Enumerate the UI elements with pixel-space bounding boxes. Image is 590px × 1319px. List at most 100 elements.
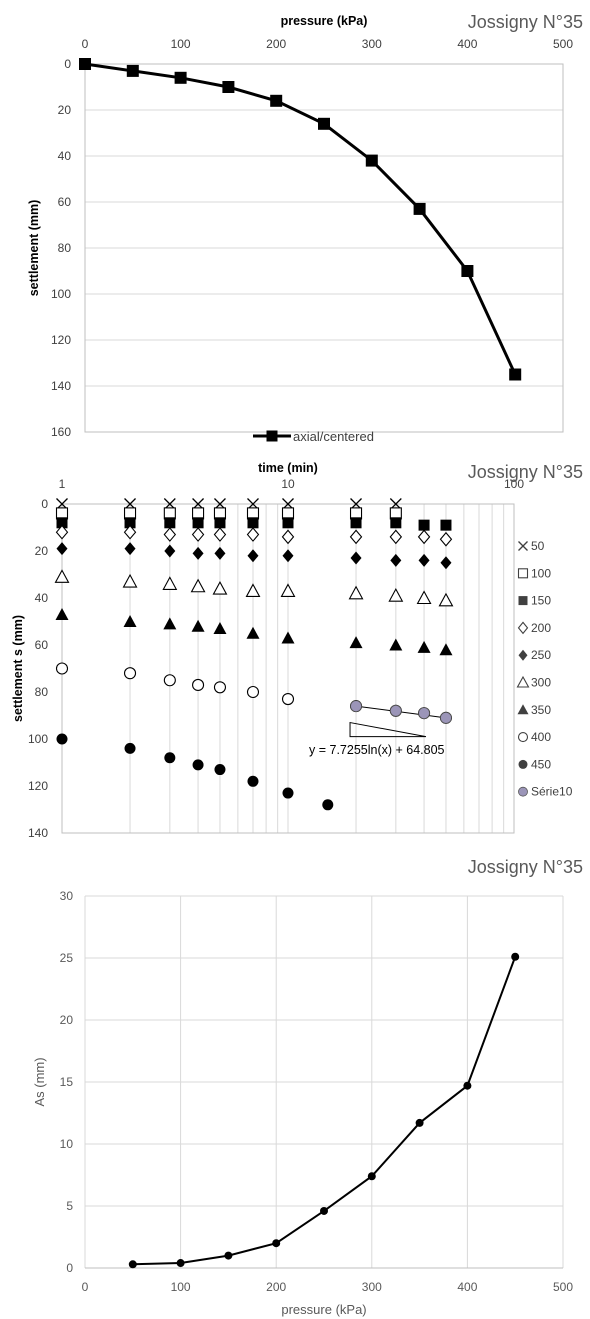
data-point bbox=[349, 636, 363, 649]
legend-marker bbox=[518, 786, 528, 797]
data-point bbox=[390, 553, 402, 567]
data-point bbox=[214, 764, 226, 776]
x-tick-label: 300 bbox=[362, 37, 382, 51]
series-line bbox=[84, 62, 517, 376]
data-point bbox=[192, 678, 205, 691]
data-point bbox=[440, 711, 452, 724]
y-tick-label: 20 bbox=[35, 544, 49, 558]
x-tick-label: 100 bbox=[171, 37, 191, 51]
y-tick-label: 0 bbox=[41, 497, 48, 511]
data-point bbox=[124, 742, 136, 754]
data-point bbox=[123, 667, 137, 680]
y-tick-label: 0 bbox=[66, 1261, 73, 1275]
data-point bbox=[389, 507, 402, 520]
data-point bbox=[440, 556, 452, 570]
data-point bbox=[224, 1251, 233, 1260]
data-point bbox=[418, 519, 430, 531]
data-point bbox=[282, 787, 294, 799]
chart-title: Jossigny N°35 bbox=[468, 12, 583, 32]
chart-title: Jossigny N°35 bbox=[468, 462, 583, 482]
data-point bbox=[247, 517, 259, 529]
data-point bbox=[56, 517, 68, 529]
data-point bbox=[126, 64, 139, 77]
legend-marker bbox=[266, 430, 278, 442]
x-tick-label: 100 bbox=[171, 1280, 191, 1294]
data-point bbox=[365, 154, 378, 167]
data-point bbox=[388, 587, 404, 602]
x-tick-label: 100 bbox=[504, 477, 524, 491]
data-point bbox=[123, 524, 137, 540]
data-point bbox=[282, 517, 294, 529]
data-point bbox=[367, 1172, 376, 1181]
data-point bbox=[123, 615, 137, 627]
chart-title: Jossigny N°35 bbox=[468, 857, 583, 877]
data-point bbox=[212, 580, 228, 595]
pressure-as-chart: 0 100 200 300 400 500 0 5 10 15 20 25 30 pressure (kP… bbox=[32, 857, 583, 1317]
legend-label: 450 bbox=[531, 757, 551, 771]
data-point bbox=[214, 546, 226, 560]
legend-label: 350 bbox=[531, 703, 551, 717]
legend-marker bbox=[517, 568, 529, 579]
data-point bbox=[350, 551, 362, 565]
y-tick-label: 140 bbox=[51, 379, 71, 393]
slope-triangle bbox=[349, 721, 427, 738]
x-tick-label: 400 bbox=[457, 1280, 477, 1294]
data-point bbox=[55, 662, 69, 675]
data-point bbox=[124, 517, 136, 529]
y-axis-label: As (mm) bbox=[32, 1057, 47, 1106]
load-settlement-chart: 0 20 40 60 80 100 120 140 160 0 100 200 300 400 500 pre… bbox=[27, 12, 583, 444]
x-tick-label: 300 bbox=[362, 1280, 382, 1294]
data-point bbox=[247, 549, 259, 563]
legend-marker bbox=[517, 732, 529, 743]
legend-label: 50 bbox=[531, 539, 545, 553]
data-point bbox=[417, 640, 431, 653]
data-point bbox=[270, 94, 283, 107]
data-point bbox=[56, 542, 68, 556]
x-axis-label: pressure (kPa) bbox=[281, 1302, 366, 1317]
data-point bbox=[163, 617, 177, 630]
y-tick-label: 15 bbox=[60, 1075, 74, 1089]
data-point bbox=[164, 544, 176, 558]
legend-label: Série10 bbox=[531, 785, 573, 799]
data-point bbox=[389, 704, 402, 717]
data-point bbox=[272, 1239, 281, 1248]
data-point bbox=[122, 573, 138, 588]
y-tick-label: 25 bbox=[60, 951, 74, 965]
data-point bbox=[440, 519, 452, 531]
legend-label: 250 bbox=[531, 648, 551, 662]
data-point bbox=[246, 507, 260, 520]
data-point bbox=[439, 643, 453, 656]
data-point bbox=[439, 531, 453, 547]
data-point bbox=[418, 553, 430, 567]
data-point bbox=[213, 681, 227, 694]
data-point bbox=[245, 583, 261, 597]
data-point bbox=[349, 529, 363, 545]
data-point bbox=[128, 1260, 137, 1269]
y-tick-label: 30 bbox=[60, 889, 74, 903]
legend-marker bbox=[517, 704, 529, 715]
data-point bbox=[192, 517, 204, 529]
y-tick-label: 160 bbox=[51, 425, 71, 439]
data-point bbox=[390, 517, 402, 529]
data-point bbox=[281, 529, 295, 545]
legend-marker bbox=[518, 649, 528, 661]
x-tick-label: 200 bbox=[266, 37, 286, 51]
x-tick-label: 10 bbox=[281, 477, 295, 491]
data-point bbox=[415, 1118, 424, 1127]
data-point bbox=[164, 517, 176, 529]
data-point bbox=[124, 542, 136, 556]
y-tick-label: 20 bbox=[58, 103, 72, 117]
data-point bbox=[191, 619, 205, 632]
data-point bbox=[192, 546, 204, 560]
data-point bbox=[190, 578, 206, 593]
data-point bbox=[322, 799, 334, 811]
y-tick-label: 40 bbox=[58, 149, 72, 163]
data-point bbox=[417, 529, 431, 545]
legend-marker bbox=[518, 759, 528, 769]
data-point bbox=[163, 674, 176, 687]
x-tick-label: 500 bbox=[553, 1280, 573, 1294]
legend-marker bbox=[518, 541, 528, 551]
data-point bbox=[55, 524, 69, 540]
x-tick-label: 400 bbox=[457, 37, 477, 51]
data-point bbox=[55, 607, 69, 620]
